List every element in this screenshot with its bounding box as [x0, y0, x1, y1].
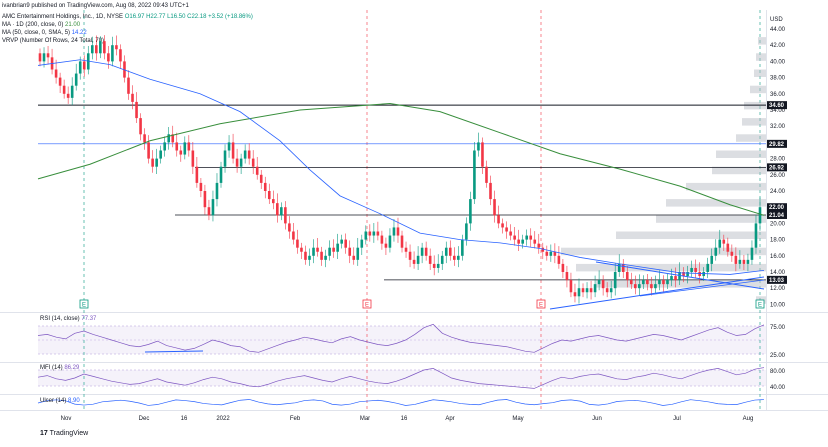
- ohlc-values: O16.97 H22.77 L16.50 C22.18 +3.52 (+18.8…: [124, 14, 253, 20]
- price-tick: 24.00: [770, 189, 786, 195]
- price-tag: 21.04: [767, 210, 787, 219]
- price-tag: 29.82: [767, 139, 787, 148]
- trendline-inner: [639, 279, 765, 297]
- time-tick: May: [512, 416, 523, 422]
- ma200-legend[interactable]: MA · 1D (200, close, 0) 21.00: [2, 22, 81, 28]
- time-tick: 2022: [216, 416, 230, 422]
- price-tick: 12.00: [770, 286, 786, 292]
- ma200-line: [37, 103, 765, 216]
- ulcer-line: [37, 399, 765, 406]
- time-tick: Aug: [743, 416, 754, 422]
- rsi-legend[interactable]: RSI (14, close) 77.37: [40, 316, 97, 322]
- price-tick: 40.00: [770, 59, 786, 65]
- tradingview-brand[interactable]: 17 TradingView: [40, 430, 89, 437]
- time-tick: Apr: [445, 416, 454, 422]
- mfi-legend[interactable]: MFI (14) 86.29: [40, 365, 80, 371]
- price-tick: 10.00: [770, 302, 786, 308]
- price-tick: 26.00: [770, 173, 786, 179]
- svg-text:E: E: [365, 303, 369, 309]
- price-tick: 44.00: [770, 27, 786, 33]
- volume-profile: [561, 37, 766, 304]
- ulcer-legend[interactable]: Ulcer (14) 8.90: [40, 398, 80, 404]
- tradingview-logo-icon: 17: [40, 430, 48, 437]
- mfi-line: [37, 367, 765, 389]
- time-axis: Nov Dec 16 2022 Feb Mar 16 Apr May Jun Jul Aug: [61, 416, 754, 422]
- price-tick: 20.00: [770, 221, 786, 227]
- currency-label: USD: [770, 17, 783, 23]
- symbol-legend[interactable]: AMC Entertainment Holdings, Inc., 1D, NY…: [2, 13, 253, 21]
- price-tag: 22.00: [767, 203, 787, 212]
- support-trendline: [549, 276, 765, 310]
- ma50-line: [37, 59, 765, 275]
- price-tag: 13.03: [767, 275, 787, 284]
- time-tick: Jun: [592, 416, 602, 422]
- time-tick: 16: [181, 416, 188, 422]
- svg-text:25.00: 25.00: [770, 353, 786, 359]
- earnings-marker[interactable]: E: [755, 299, 765, 309]
- svg-text:29.82: 29.82: [769, 142, 785, 148]
- rsi-trendline: [144, 350, 204, 353]
- svg-text:E: E: [758, 303, 762, 309]
- mfi-band: [38, 370, 766, 386]
- time-tick: Jul: [673, 416, 681, 422]
- time-tick: 16: [401, 416, 408, 422]
- time-tick: Nov: [61, 416, 72, 422]
- svg-text:22.00: 22.00: [769, 205, 785, 211]
- price-tick: 14.00: [770, 270, 786, 276]
- time-tick: Feb: [290, 416, 301, 422]
- time-tick: Mar: [360, 416, 370, 422]
- price-tick: 28.00: [770, 157, 786, 163]
- price-tag: 26.92: [767, 163, 787, 172]
- price-tick: 16.00: [770, 254, 786, 260]
- price-tick: 18.00: [770, 238, 786, 244]
- candles: [38, 35, 762, 304]
- vrvp-legend[interactable]: VRVP (Number Of Rows, 24 Total, 70): [2, 38, 105, 44]
- symbol-name: AMC Entertainment Holdings, Inc., 1D, NY…: [2, 14, 124, 20]
- price-tag: 34.60: [767, 101, 787, 110]
- time-tick: Dec: [139, 416, 150, 422]
- price-tick: 42.00: [770, 43, 786, 49]
- svg-text:40.00: 40.00: [770, 385, 786, 391]
- resistance-trendline: [595, 261, 765, 290]
- svg-text:75.00: 75.00: [770, 325, 786, 331]
- earnings-marker[interactable]: E: [362, 299, 372, 309]
- author-line: ivanbrian9 published on TradingView.com,…: [2, 3, 189, 9]
- svg-text:21.04: 21.04: [769, 213, 785, 219]
- price-tags: 34.60 29.82 26.92 22.00 21.04 13.03: [767, 101, 787, 284]
- price-tick: 34.00: [770, 108, 786, 114]
- ma50-legend[interactable]: MA (50, close, 0, SMA, 5) 14.22: [2, 30, 87, 36]
- svg-text:80.00: 80.00: [770, 369, 786, 375]
- svg-text:E: E: [539, 303, 543, 309]
- svg-text:26.92: 26.92: [769, 165, 785, 171]
- earnings-marker[interactable]: E: [536, 299, 546, 309]
- svg-text:13.03: 13.03: [769, 278, 785, 284]
- price-tick: 36.00: [770, 92, 786, 98]
- svg-text:E: E: [82, 303, 86, 309]
- svg-text:34.60: 34.60: [769, 103, 785, 109]
- earnings-marker[interactable]: E: [79, 299, 89, 309]
- price-tick: 38.00: [770, 76, 786, 82]
- rsi-line: [37, 323, 765, 353]
- price-tick: 32.00: [770, 124, 786, 130]
